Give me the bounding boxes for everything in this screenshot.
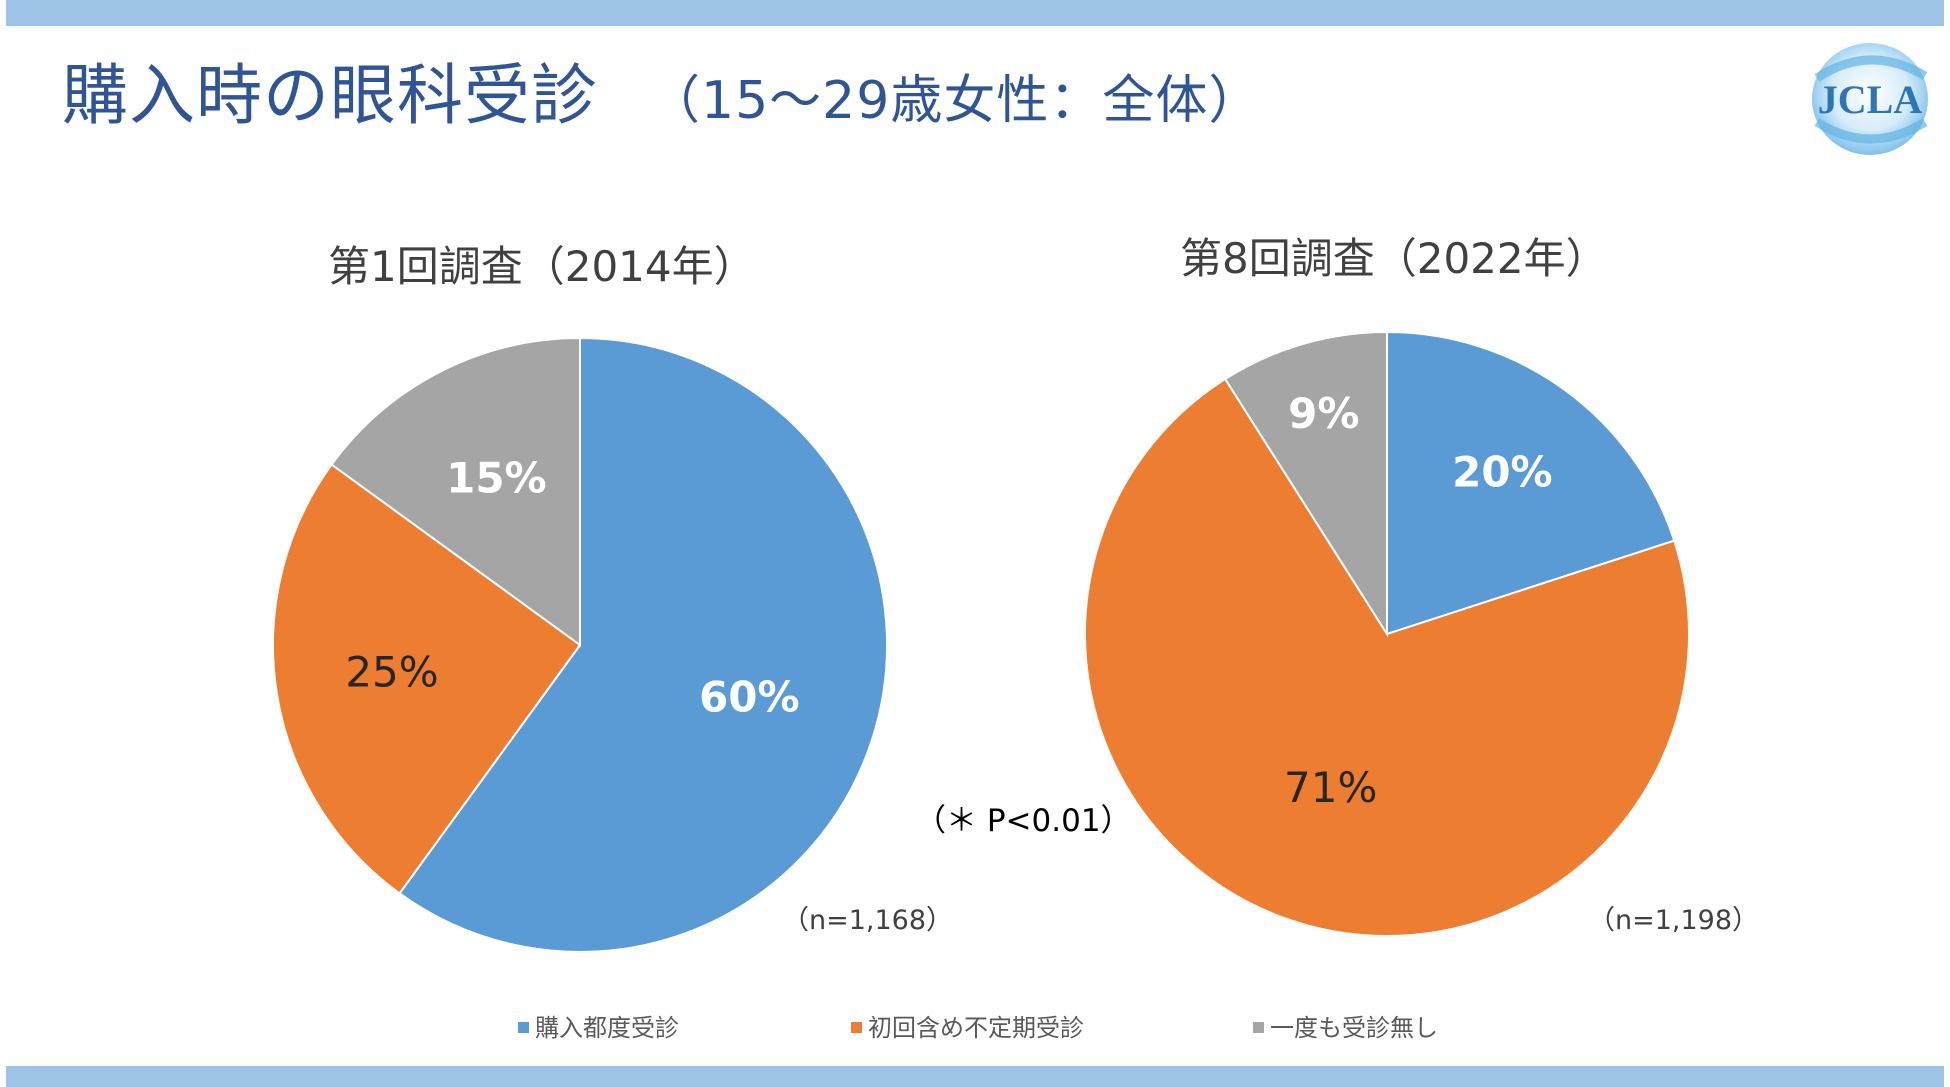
legend-swatch-gray	[1253, 1021, 1264, 1033]
chart1-sample-size: （n=1,168）	[782, 905, 954, 936]
pie-label-every-purchase: 60%	[699, 673, 800, 722]
bottom-band	[6, 1066, 1944, 1087]
chart1-title: 第1回調査（2014年）	[328, 242, 756, 291]
logo-text: JCLA	[1818, 77, 1923, 122]
page-subtitle: （15～29歳女性：全体）	[648, 71, 1262, 131]
legend-item-every-purchase: 購入都度受診	[518, 1008, 679, 1043]
legend-item-never: 一度も受診無し	[1253, 1008, 1438, 1043]
significance-note: （＊ P<0.01）	[915, 803, 1132, 839]
jcla-logo: JCLA	[1812, 43, 1928, 155]
chart2-sample-size: （n=1,198）	[1588, 905, 1760, 936]
pie-chart-2022: 20% 71% 9%	[1084, 330, 1690, 937]
legend-label: 購入都度受診	[535, 1014, 679, 1042]
pie-slice-irregular	[272, 463, 582, 895]
legend-swatch-orange	[851, 1021, 862, 1033]
pie-slice-never	[330, 336, 581, 647]
chart2-title: 第8回調査（2022年）	[1180, 234, 1608, 283]
top-band	[6, 0, 1944, 26]
pie-slice-every-purchase	[1386, 330, 1676, 636]
pie-label-irregular: 71%	[1284, 763, 1377, 812]
legend-swatch-blue	[518, 1021, 529, 1033]
pie-slice-irregular	[1084, 377, 1690, 937]
legend-label: 初回含め不定期受診	[868, 1014, 1084, 1042]
pie-chart-2014: 60% 25% 15%	[272, 336, 888, 953]
legend-item-irregular: 初回含め不定期受診	[851, 1008, 1084, 1043]
pie-label-never: 9%	[1288, 389, 1359, 438]
pie-label-never: 15%	[446, 453, 547, 502]
legend-label: 一度も受診無し	[1270, 1014, 1438, 1042]
pie-slice-every-purchase	[398, 336, 888, 953]
page-title-main: 購入時の眼科受診	[62, 57, 598, 134]
pie-label-every-purchase: 20%	[1452, 448, 1553, 497]
pie-slice-never	[1223, 330, 1388, 638]
page-title: 購入時の眼科受診 （15～29歳女性：全体）	[62, 42, 1261, 138]
pie-label-irregular: 25%	[345, 647, 438, 696]
